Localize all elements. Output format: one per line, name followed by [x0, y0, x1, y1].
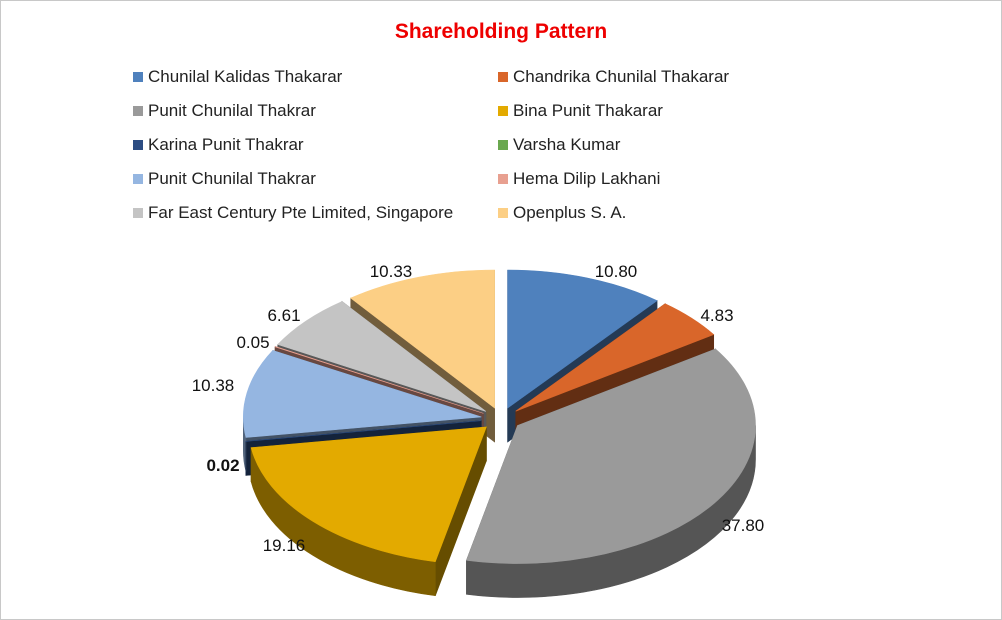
legend-label: Bina Punit Thakarar	[513, 101, 663, 120]
chart-title: Shareholding Pattern	[394, 20, 608, 43]
pie-labels: 10.80 4.83 37.80 19.16 0.02 10.38 0.05 6.61 10.3…	[192, 262, 765, 555]
legend-item: Far East Century Pte Limited, Singapore	[133, 201, 453, 225]
pie-slice	[250, 426, 487, 563]
legend-item: Karina Punit Thakrar	[133, 133, 304, 157]
legend-swatch	[498, 106, 508, 116]
legend-label: Varsha Kumar	[513, 135, 621, 154]
pie-slice	[274, 346, 484, 414]
pie-slice	[515, 303, 715, 412]
data-label: 4.83	[700, 306, 733, 325]
legend-swatch	[498, 174, 508, 184]
pie-slice	[466, 348, 756, 564]
legend-label: Punit Chunilal Thakrar	[148, 101, 316, 120]
pie-slice	[507, 269, 658, 409]
legend-swatch	[133, 208, 143, 218]
data-label: 6.61	[267, 306, 300, 325]
legend-label: Chunilal Kalidas Thakarar	[148, 67, 343, 86]
data-label: 10.80	[595, 262, 638, 281]
pie-slice	[243, 350, 482, 438]
pie-slice	[277, 301, 487, 412]
data-label: 19.16	[263, 536, 306, 555]
legend-swatch	[133, 140, 143, 150]
legend-label: Karina Punit Thakrar	[148, 135, 304, 154]
legend-item: Hema Dilip Lakhani	[498, 167, 660, 191]
legend-label: Chandrika Chunilal Thakarar	[513, 67, 730, 86]
pie-slice	[350, 269, 495, 409]
data-label: 0.05	[236, 333, 269, 352]
legend-item: Punit Chunilal Thakrar	[133, 99, 316, 123]
legend-label: Far East Century Pte Limited, Singapore	[148, 203, 454, 222]
legend-item: Punit Chunilal Thakrar	[133, 167, 316, 191]
legend-item: Chunilal Kalidas Thakarar	[133, 65, 342, 89]
legend-swatch	[133, 174, 143, 184]
legend-swatch	[498, 208, 508, 218]
legend-label: Hema Dilip Lakhani	[513, 169, 661, 188]
legend-swatch	[133, 106, 143, 116]
pie-slice	[245, 420, 482, 442]
pie-tops	[243, 269, 756, 564]
legend-swatch	[133, 72, 143, 82]
data-label: 37.80	[722, 516, 765, 535]
legend-swatch	[498, 140, 508, 150]
legend-item: Bina Punit Thakarar	[498, 99, 663, 123]
data-label: 10.33	[370, 262, 413, 281]
data-label: 10.38	[192, 376, 235, 395]
legend-label: Openplus S. A.	[513, 203, 627, 222]
legend-item: Openplus S. A.	[498, 201, 626, 225]
legend-item: Chandrika Chunilal Thakarar	[498, 65, 729, 89]
legend-label: Punit Chunilal Thakrar	[148, 169, 316, 188]
legend-item: Varsha Kumar	[498, 133, 620, 157]
legend-swatch	[498, 72, 508, 82]
data-label: 0.02	[206, 456, 239, 475]
